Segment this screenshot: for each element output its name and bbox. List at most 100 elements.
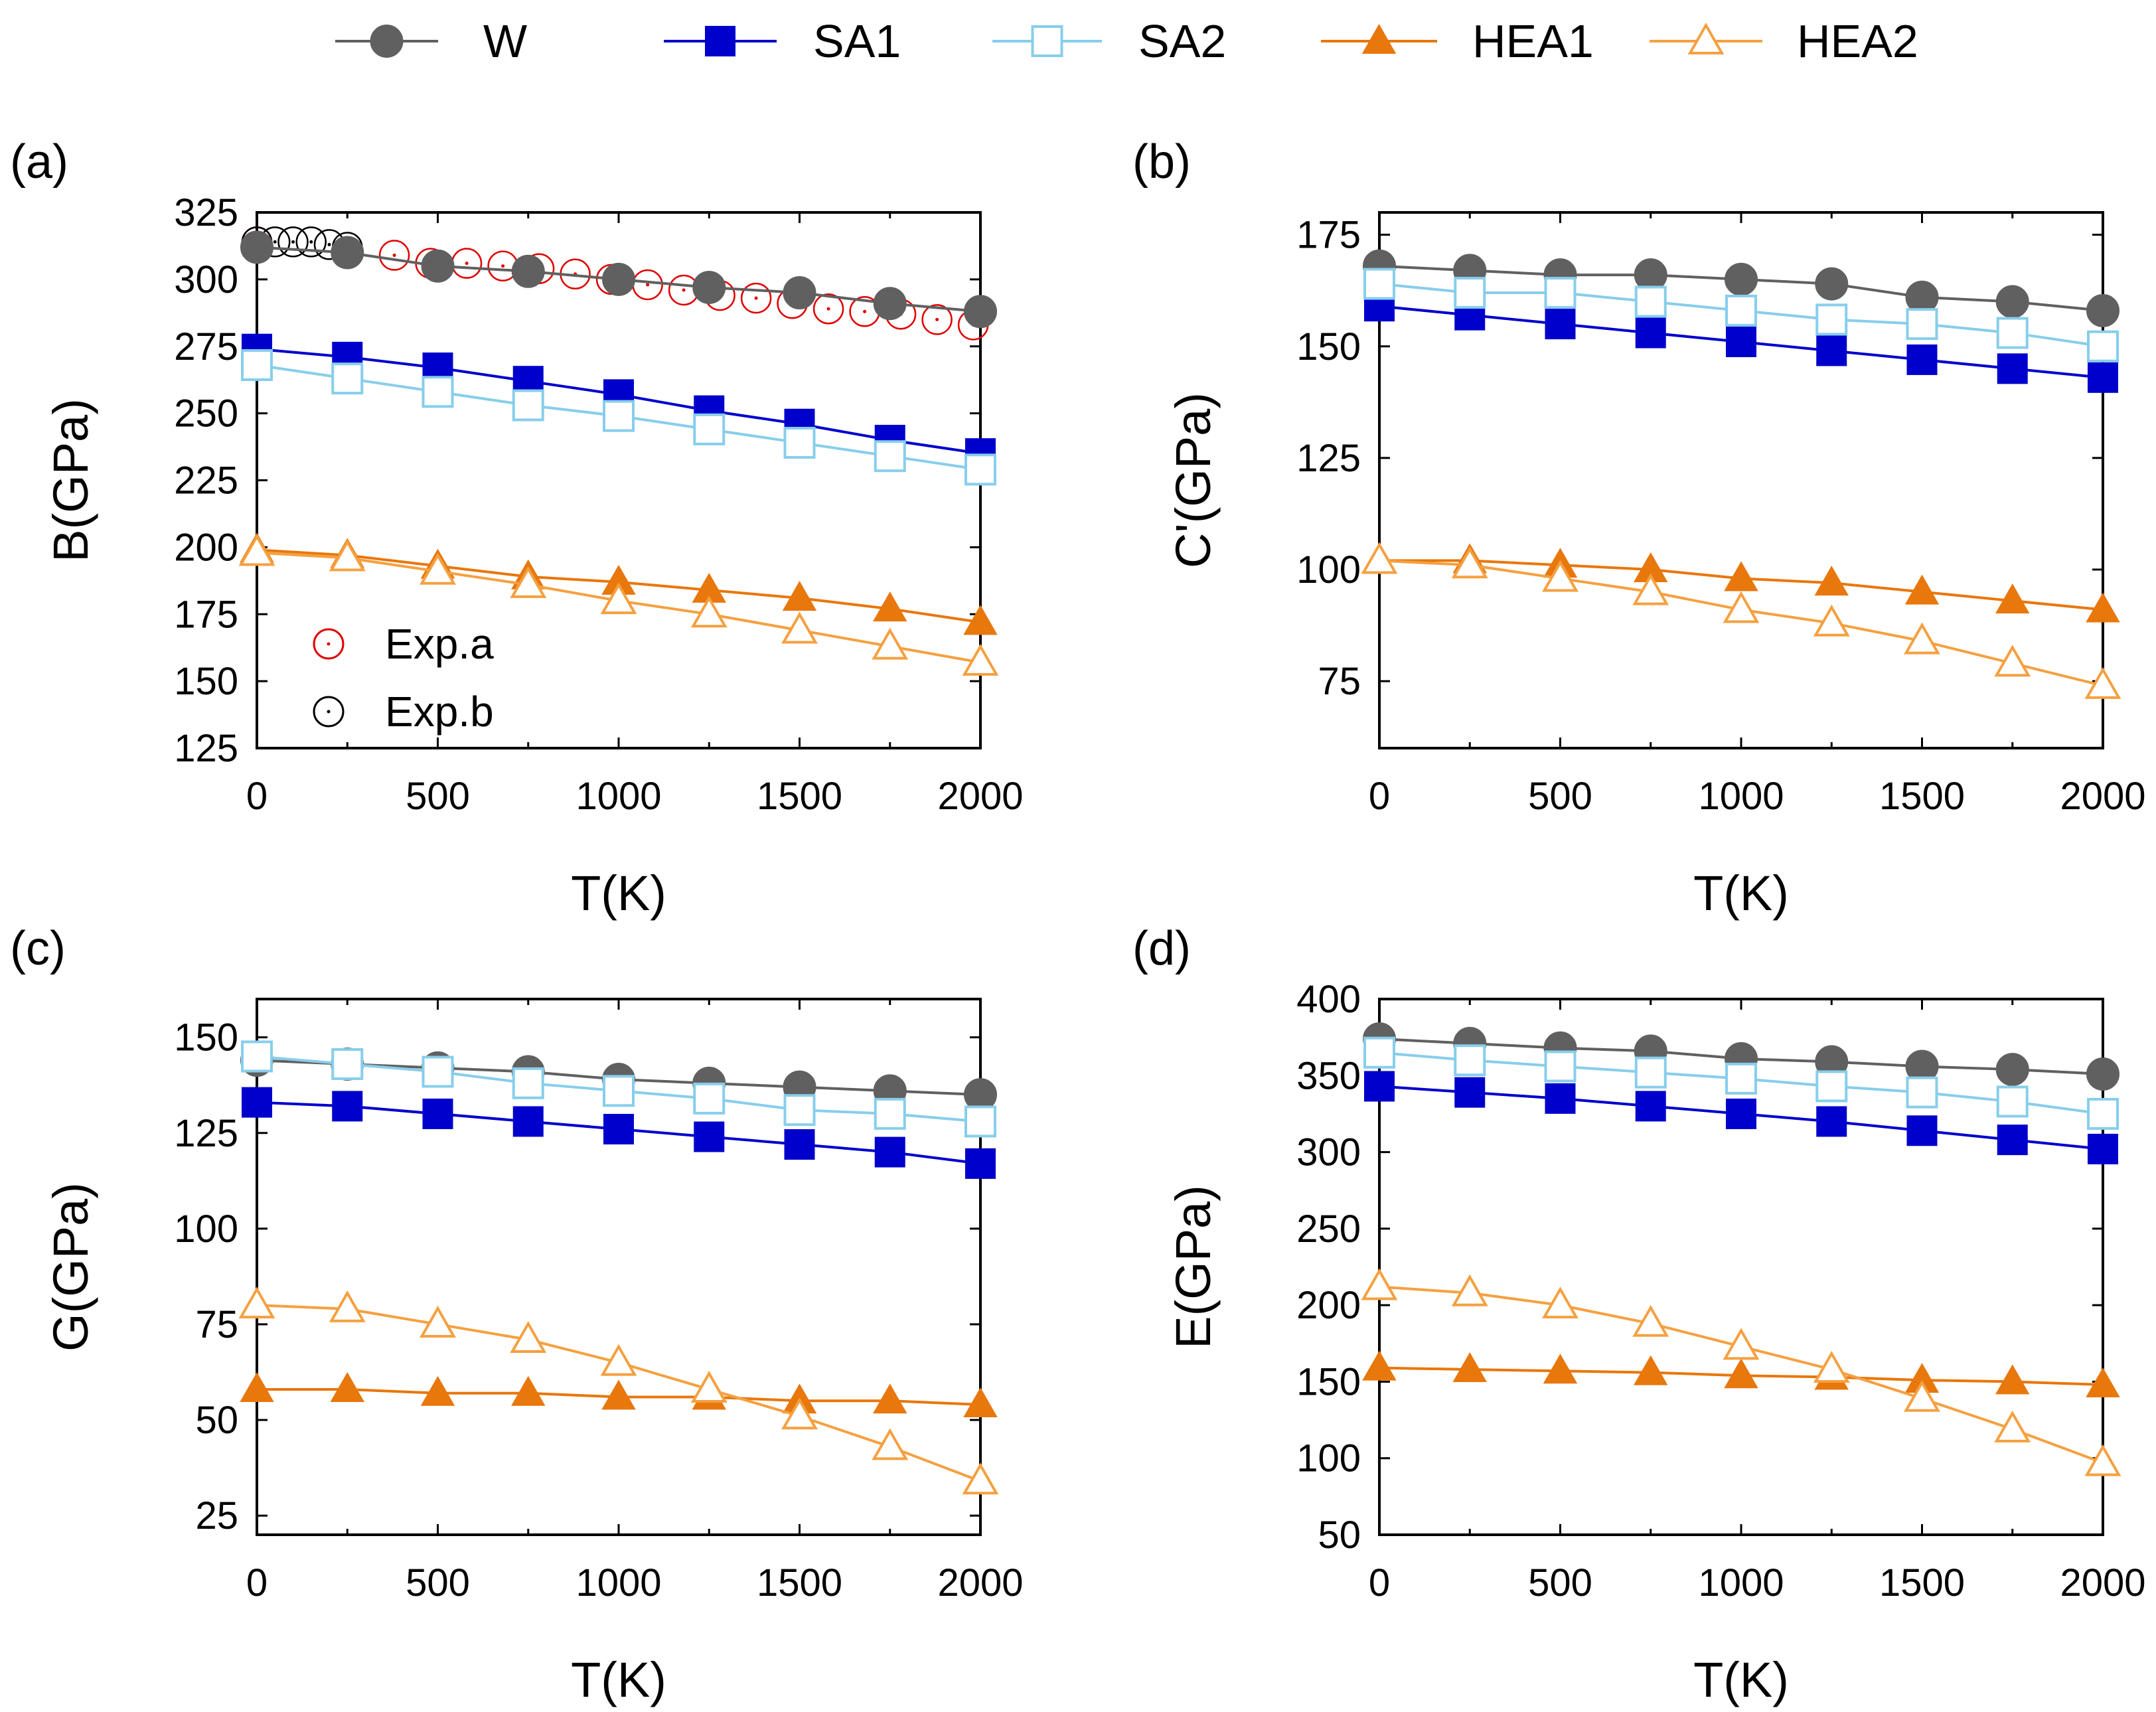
x-tick-label: 1000 <box>576 775 661 818</box>
data-point-sa1 <box>1364 1071 1395 1102</box>
series-w <box>1363 1022 2119 1091</box>
exp-point-dot <box>309 240 313 244</box>
data-point-w <box>692 270 726 304</box>
y-tick-label: 100 <box>1296 1437 1361 1480</box>
data-point-hea2 <box>1723 591 1760 623</box>
data-point-sa2 <box>422 1055 454 1088</box>
y-tick-label: 125 <box>174 727 238 770</box>
data-point-hea2 <box>238 1286 275 1319</box>
data-point-sa1 <box>422 1098 453 1129</box>
panel-d-youngs-modulus: (d) 0 500 1000 1500 2000 50 100 150 200 250 300 350 4… <box>1132 922 2146 1707</box>
legend-label-sa2: SA2 <box>1138 15 1226 67</box>
data-point-sa2 <box>1544 277 1577 309</box>
y-axis-label: B(GPa) <box>43 398 98 562</box>
data-point-hea1 <box>240 1371 274 1402</box>
y-tick-label: 50 <box>195 1399 238 1442</box>
y-tick-label: 25 <box>195 1494 238 1537</box>
data-point-hea2 <box>872 627 909 660</box>
y-tick-label: 100 <box>174 1207 238 1251</box>
exp-legend-label: Exp.b <box>385 688 494 736</box>
data-point-hea2 <box>600 582 637 615</box>
data-point-sa1 <box>1997 353 2028 384</box>
x-tick-label: 1500 <box>757 775 842 818</box>
data-point-sa2 <box>603 1075 635 1107</box>
x-tick-label: 500 <box>406 1561 470 1604</box>
data-point-w <box>421 249 455 283</box>
data-point-sa1 <box>603 1113 634 1144</box>
legend-entry-hea2: HEA2 <box>1650 15 1918 67</box>
data-point-sa2 <box>1363 1036 1395 1069</box>
y-tick-label: 150 <box>1296 325 1361 368</box>
data-point-sa2 <box>512 1067 544 1099</box>
data-point-sa1 <box>1635 1091 1666 1122</box>
data-point-hea1 <box>1543 1354 1578 1384</box>
data-point-hea2 <box>1451 546 1488 579</box>
data-point-w <box>873 287 907 321</box>
series-sa2 <box>241 349 996 486</box>
series-hea2 <box>1361 1268 2121 1476</box>
data-point-sa2 <box>2087 330 2119 362</box>
data-point-sa1 <box>332 1091 363 1122</box>
data-point-hea2 <box>1723 1328 1760 1360</box>
data-point-sa2 <box>1725 1062 1757 1095</box>
data-point-sa2 <box>603 400 635 432</box>
y-tick-label: 125 <box>174 1112 238 1155</box>
data-point-sa1 <box>1816 335 1847 366</box>
data-point-hea1 <box>963 1387 998 1418</box>
data-point-sa1 <box>1726 1098 1756 1129</box>
data-point-hea2 <box>329 539 366 572</box>
legend-marker-w <box>370 25 404 58</box>
data-point-sa1 <box>512 1106 544 1137</box>
legend-marker-hea2 <box>1687 22 1725 54</box>
panel-a-bulk-modulus: (a) 0 500 1000 1500 2000 125 150 175 200 225 250 275… <box>10 135 1024 921</box>
y-axis-label: C'(GPa) <box>1166 392 1221 568</box>
y-tick-label: 125 <box>1296 437 1361 480</box>
data-point-sa2 <box>331 1048 364 1080</box>
exp-point-dot <box>863 309 867 313</box>
exp-point-dot <box>754 296 758 300</box>
data-point-sa2 <box>1363 268 1395 300</box>
data-point-hea2 <box>329 1290 366 1322</box>
legend-label-hea2: HEA2 <box>1797 15 1918 67</box>
x-tick-label: 500 <box>406 775 470 818</box>
y-tick-label: 175 <box>174 593 238 636</box>
data-point-hea1 <box>873 1383 907 1414</box>
legend-label-w: W <box>483 15 527 67</box>
data-point-hea1 <box>963 605 998 635</box>
data-point-hea2 <box>1632 573 1669 605</box>
data-point-sa1 <box>1635 317 1666 349</box>
data-point-w <box>1815 267 1849 301</box>
data-point-hea2 <box>690 595 728 628</box>
data-point-hea2 <box>510 566 547 598</box>
data-point-w <box>1725 262 1758 296</box>
x-tick-label: 1500 <box>1879 1561 1965 1604</box>
x-tick-label: 2000 <box>2060 1561 2145 1604</box>
series-hea2 <box>238 534 999 676</box>
x-tick-label: 500 <box>1528 1561 1592 1604</box>
data-point-hea1 <box>1362 1350 1397 1381</box>
series-w <box>240 230 997 329</box>
series-hea1 <box>240 1371 998 1418</box>
y-tick-label: 50 <box>1318 1514 1361 1557</box>
x-tick-label: 0 <box>246 1561 268 1604</box>
data-point-hea1 <box>1724 561 1758 591</box>
exp-legend-marker <box>313 696 345 728</box>
data-point-sa2 <box>964 1105 996 1138</box>
series-sa2 <box>1363 1036 2119 1130</box>
y-tick-label: 325 <box>174 191 238 234</box>
y-tick-label: 350 <box>1296 1054 1361 1097</box>
data-point-sa2 <box>1815 303 1848 336</box>
legend-label-sa1: SA1 <box>813 15 901 67</box>
data-point-w <box>964 295 997 329</box>
data-point-sa2 <box>1454 1044 1486 1077</box>
x-tick-label: 1000 <box>576 1561 661 1604</box>
panel-label: (a) <box>10 135 68 189</box>
data-point-hea1 <box>1995 1364 2030 1395</box>
x-axis-label: T(K) <box>1693 866 1789 921</box>
y-tick-label: 150 <box>1296 1360 1361 1403</box>
x-tick-label: 1000 <box>1698 1561 1784 1604</box>
data-point-hea2 <box>420 552 456 585</box>
data-point-sa1 <box>1454 1077 1486 1108</box>
series-hea2 <box>238 1286 999 1495</box>
data-point-hea2 <box>1904 1379 1940 1412</box>
